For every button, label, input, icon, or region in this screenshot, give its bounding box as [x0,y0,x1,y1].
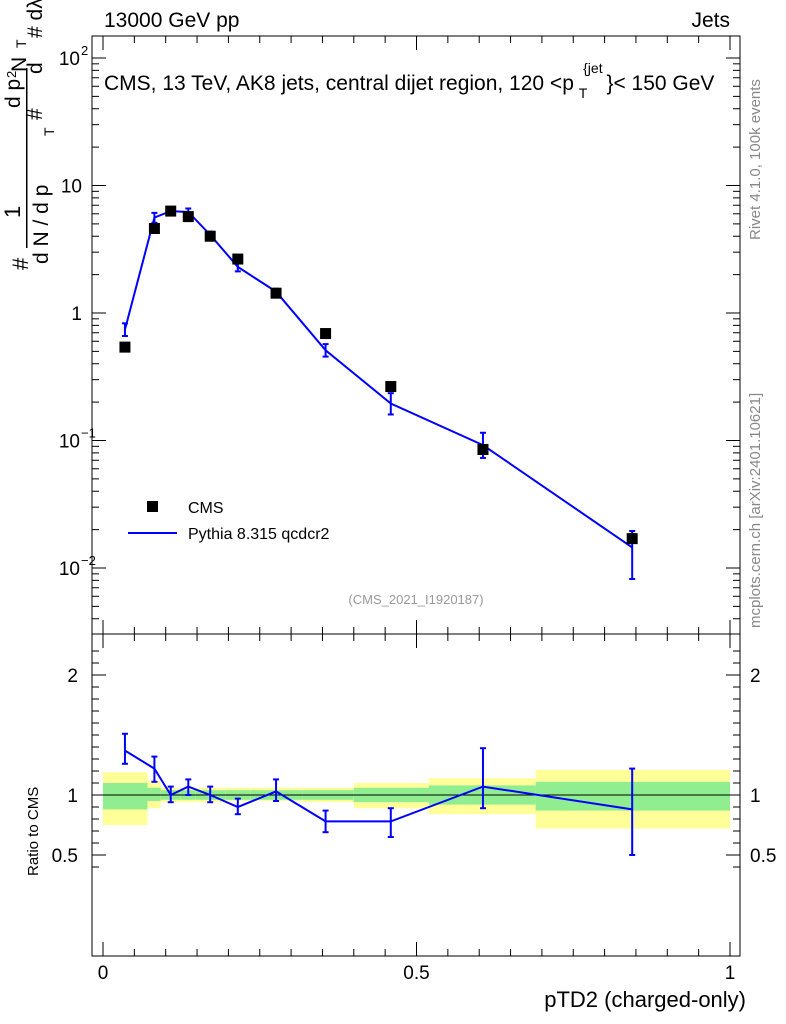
ratio-band-inner [103,783,148,810]
x-axis-label: pTD2 (charged-only) [544,987,746,1012]
svg-text:#: # [8,257,33,270]
main-panel-series [119,205,638,580]
cms-data-point [182,211,194,223]
ratio-y-tick-label-right: 0.5 [750,846,776,867]
svg-text:T: T [13,39,29,48]
cms-data-point [270,287,282,299]
ratio-y-tick-label: 1 [67,786,78,807]
plot-title: CMS, 13 TeV, AK8 jets, central dijet reg… [104,55,714,103]
cms-data-point [477,443,489,455]
svg-text:d: d [24,62,47,74]
ratio-y-tick-label: 0.5 [52,846,78,867]
svg-text:2: 2 [4,71,19,78]
svg-text:T: T [41,127,57,136]
cms-data-point [204,230,216,242]
y-tick-label: 10 [61,177,82,198]
ratio-panel-border [91,633,741,957]
legend: CMS Pythia 8.315 qcdcr2 [128,500,330,543]
y-tick-exponent: −2 [81,553,96,568]
ratio-y-axis-label: Ratio to CMS [25,787,42,876]
y-tick-exponent: −1 [81,426,96,441]
x-tick-label: 0.5 [403,963,429,984]
svg-text:#: # [24,108,47,120]
ratio-band-inner [147,787,161,801]
main-panel-border [91,35,741,635]
pythia-line [123,210,633,549]
svg-text:1: 1 [0,206,25,218]
ratio-y-tick-label: 2 [67,666,78,687]
rivet-version-label: Rivet 4.1.0, 100k events [747,79,764,240]
title-main: CMS, 13 TeV, AK8 jets, central dijet reg… [104,72,574,95]
svg-text:# dλ: # dλ [24,0,47,38]
header-process-label: Jets [691,9,730,32]
svg-text:d p: d p [2,79,25,108]
legend-cms-label: CMS [188,500,224,517]
cms-data-point [232,253,244,265]
ratio-panel-frame [91,633,741,957]
header-energy-label: 13000 GeV pp [104,9,239,32]
ratio-uncertainty-bands [103,769,730,829]
cms-data-point [320,328,332,340]
x-tick-label: 1 [725,963,736,984]
y-tick-exponent: 2 [81,43,88,58]
y-tick-label: 10 [59,49,80,70]
ratio-y-tick-label-right: 2 [750,666,761,687]
y-tick-label: 10 [59,432,80,453]
ratio-panel-series [121,732,636,856]
y-tick-label: 10 [59,559,80,580]
legend-cms-marker [147,501,158,512]
mcplots-reference-label: mcplots.cern.ch [arXiv:2401.10621] [747,393,764,628]
main-panel-frame [91,35,741,635]
analysis-id-label: (CMS_2021_I1920187) [348,592,483,607]
legend-pythia-label: Pythia 8.315 qcdcr2 [188,526,330,543]
title-sup: {jet [583,60,603,76]
cms-data-point [119,341,131,353]
ratio-y-tick-label-right: 1 [750,786,761,807]
cms-data-point [385,381,397,393]
cms-data-point [148,222,160,234]
cms-data-point [626,533,638,545]
main-y-axis-label: # 1 d N / d p T # d 2 N d p T # dλ [0,0,57,270]
svg-text:d N / d p: d N / d p [30,185,53,264]
title-tail: }< 150 GeV [606,72,714,95]
title-sub: T [579,85,588,101]
x-tick-label: 0 [98,963,109,984]
svg-text:N: N [8,57,31,72]
cms-data-point [165,205,177,217]
y-tick-label: 1 [71,304,82,325]
